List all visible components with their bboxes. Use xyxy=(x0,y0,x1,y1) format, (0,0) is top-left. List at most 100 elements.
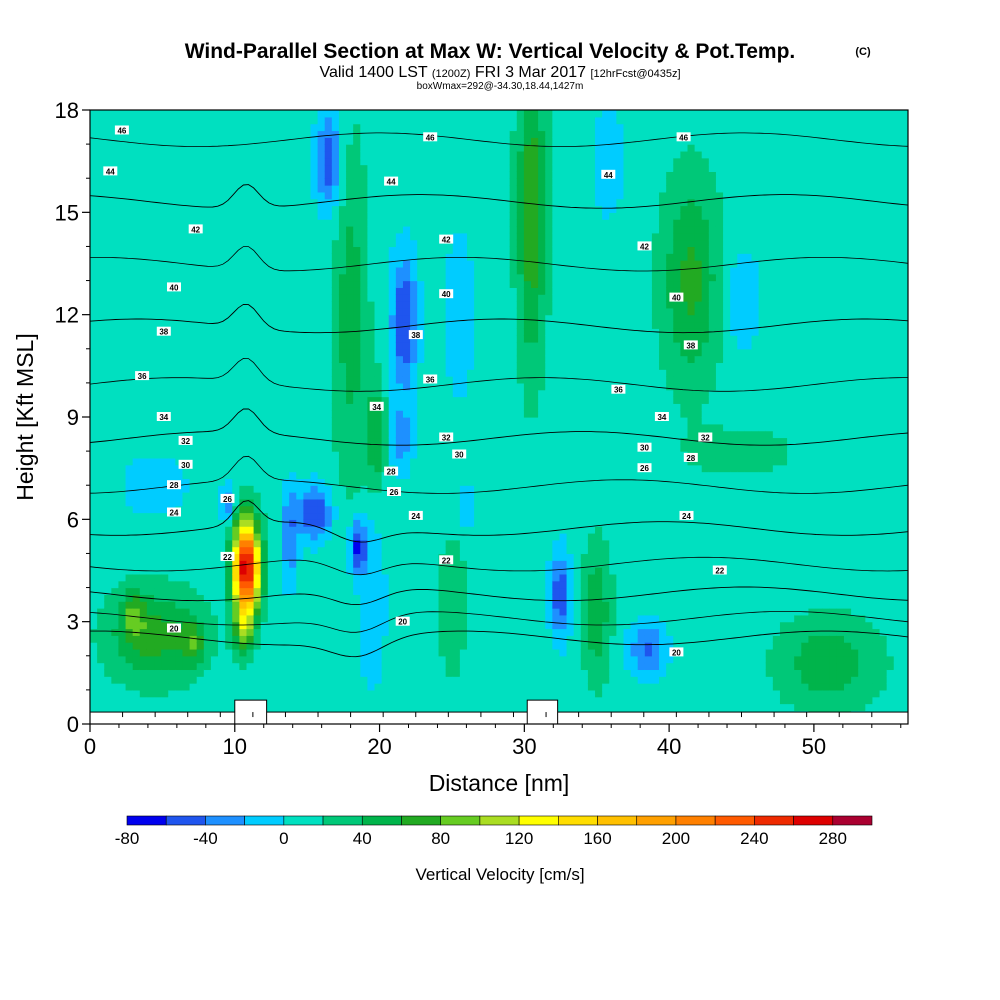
velocity-cell xyxy=(253,178,262,186)
velocity-cell xyxy=(346,301,354,309)
velocity-cell xyxy=(331,492,340,500)
velocity-cell xyxy=(203,608,212,616)
velocity-cell xyxy=(324,307,333,316)
velocity-cell xyxy=(466,212,475,220)
velocity-cell xyxy=(395,648,404,657)
velocity-cell xyxy=(246,232,255,241)
velocity-cell xyxy=(317,294,326,302)
velocity-cell xyxy=(175,205,184,213)
velocity-cell xyxy=(154,430,162,439)
velocity-cell xyxy=(410,355,418,364)
velocity-cell xyxy=(410,137,418,145)
velocity-cell xyxy=(168,526,176,534)
velocity-cell xyxy=(139,389,148,398)
velocity-cell xyxy=(431,266,440,275)
velocity-cell xyxy=(402,362,411,370)
velocity-cell xyxy=(97,150,105,159)
velocity-cell xyxy=(310,335,319,343)
velocity-cell xyxy=(310,150,319,159)
velocity-cell xyxy=(402,246,411,254)
velocity-cell xyxy=(260,662,269,671)
velocity-cell xyxy=(417,655,425,664)
velocity-cell xyxy=(381,621,390,630)
velocity-cell xyxy=(466,389,475,398)
velocity-cell xyxy=(210,608,219,616)
velocity-cell xyxy=(239,642,248,650)
velocity-cell xyxy=(331,696,340,705)
velocity-cell xyxy=(154,273,162,282)
velocity-cell xyxy=(139,287,148,295)
velocity-cell xyxy=(388,580,397,589)
velocity-cell xyxy=(182,635,191,643)
velocity-cell xyxy=(132,164,141,172)
velocity-cell xyxy=(338,676,347,684)
velocity-cell xyxy=(346,696,354,705)
velocity-cell xyxy=(381,505,390,514)
velocity-cell xyxy=(218,478,226,486)
velocity-cell xyxy=(139,260,148,268)
velocity-cell xyxy=(90,485,98,493)
velocity-cell xyxy=(388,648,397,657)
velocity-cell xyxy=(282,205,290,213)
velocity-cell xyxy=(353,430,361,439)
velocity-cell xyxy=(417,130,425,138)
velocity-cell xyxy=(246,287,255,295)
velocity-cell xyxy=(424,144,433,152)
velocity-cell xyxy=(203,560,212,568)
velocity-cell xyxy=(253,457,262,466)
velocity-cell xyxy=(189,376,198,384)
velocity-cell xyxy=(132,171,141,179)
velocity-cell xyxy=(182,301,191,309)
velocity-cell xyxy=(452,239,461,248)
velocity-cell xyxy=(253,451,262,459)
velocity-cell xyxy=(132,587,141,595)
velocity-cell xyxy=(331,457,340,466)
velocity-cell xyxy=(210,198,219,207)
velocity-cell xyxy=(374,437,383,445)
velocity-cell xyxy=(338,417,347,425)
velocity-cell xyxy=(431,601,440,609)
velocity-cell xyxy=(388,137,397,145)
velocity-cell xyxy=(474,246,482,254)
velocity-cell xyxy=(367,232,376,241)
velocity-cell xyxy=(175,273,184,282)
velocity-cell xyxy=(118,635,127,643)
velocity-cell xyxy=(417,423,425,432)
velocity-cell xyxy=(303,219,312,227)
velocity-cell xyxy=(317,110,326,118)
velocity-cell xyxy=(310,703,319,711)
velocity-cell xyxy=(210,601,219,609)
velocity-cell xyxy=(146,287,155,295)
velocity-cell xyxy=(161,198,169,207)
velocity-cell xyxy=(338,423,347,432)
velocity-cell xyxy=(445,608,454,616)
velocity-cell xyxy=(296,539,304,548)
velocity-cell xyxy=(282,683,290,691)
velocity-cell xyxy=(303,246,312,254)
velocity-cell xyxy=(111,457,120,466)
velocity-cell xyxy=(317,321,326,329)
velocity-cell xyxy=(90,219,98,227)
velocity-cell xyxy=(210,157,219,166)
velocity-cell xyxy=(232,451,240,459)
velocity-cell xyxy=(424,492,433,500)
velocity-cell xyxy=(139,130,148,138)
velocity-cell xyxy=(168,137,176,145)
velocity-cell xyxy=(218,116,226,125)
velocity-cell xyxy=(338,498,347,507)
velocity-cell xyxy=(317,219,326,227)
velocity-cell xyxy=(90,553,98,561)
velocity-cell xyxy=(196,478,205,486)
velocity-cell xyxy=(282,526,290,534)
velocity-cell xyxy=(445,328,454,336)
velocity-cell xyxy=(154,294,162,302)
velocity-cell xyxy=(324,662,333,671)
velocity-cell xyxy=(154,355,162,364)
velocity-cell xyxy=(388,341,397,350)
velocity-cell xyxy=(367,130,376,138)
velocity-cell xyxy=(154,594,162,602)
velocity-cell xyxy=(239,676,248,684)
velocity-cell xyxy=(466,669,475,677)
velocity-cell xyxy=(282,492,290,500)
velocity-cell xyxy=(459,608,468,616)
